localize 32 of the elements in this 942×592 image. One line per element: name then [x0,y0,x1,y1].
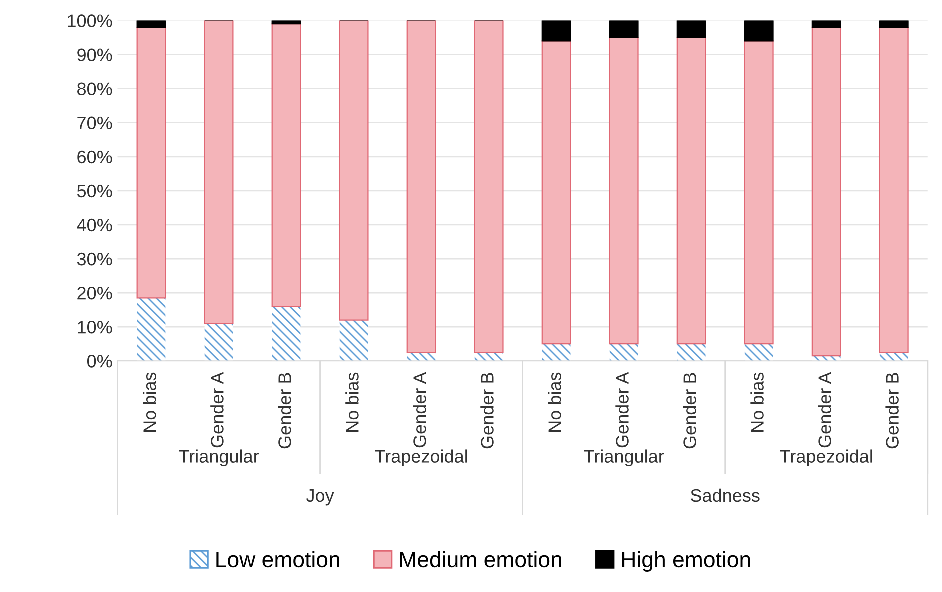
text: Sadness [691,488,760,502]
legend-label: Medium emotion [400,551,562,568]
y-tick-label: 10% [78,321,112,334]
x-tick-label: Gender B [480,373,494,449]
y-tick-label: 100% [68,14,112,28]
x-tick-label: Gender A [616,372,629,448]
y-tick-label: 0% [88,355,112,368]
x-tick-label: No bias [143,372,156,432]
text: Trapezoidal [375,450,468,467]
text: Joy [306,490,334,506]
y-tick-label: 80% [78,82,112,96]
text: Triangular [179,450,260,467]
y-tick-label: 20% [78,286,112,300]
x-tick-label: Gender A [413,372,426,448]
text: Triangular [584,450,664,467]
y-tick-label: 70% [78,116,112,130]
legend-label: Low emotion [216,551,340,568]
y-tick-label: 50% [77,184,112,198]
x-tick-label: Gender B [683,373,696,449]
x-tick-label: No bias [346,372,359,432]
text: Trapezoidal [780,450,872,467]
x-tick-label: Gender A [210,372,224,448]
x-tick-label: No bias [548,372,562,432]
y-tick-label: 30% [77,252,112,266]
y-tick-label: 40% [77,218,112,232]
y-tick-label: 60% [78,150,112,164]
x-tick-label: Gender B [278,373,292,449]
x-tick-label: No bias [750,372,764,432]
x-tick-label: Gender A [818,372,832,448]
x-tick-label: Gender B [886,373,899,449]
y-tick-label: 90% [78,48,112,62]
legend-label: High emotion [622,551,750,572]
